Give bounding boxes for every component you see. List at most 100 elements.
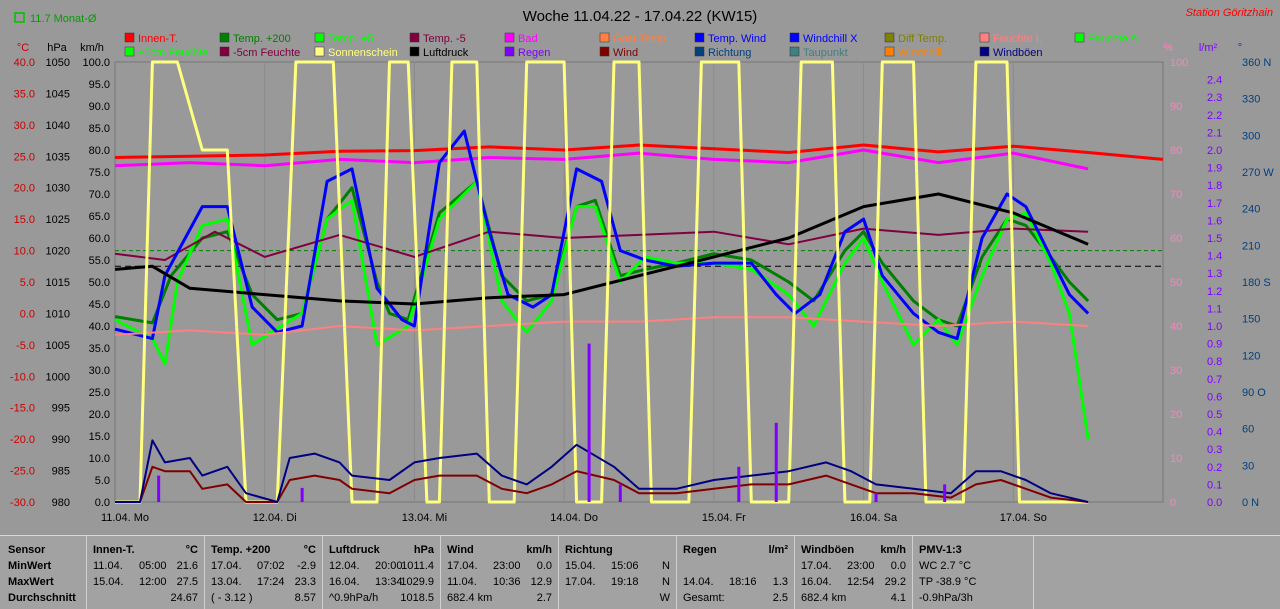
tick-label-direction: 90 O — [1242, 387, 1266, 399]
avg-value: 1018.5 — [400, 592, 434, 604]
tick-label-humidity: 90 — [1170, 101, 1182, 113]
x-tick-label: 11.04. Mo — [101, 512, 149, 524]
series-line — [114, 148, 1089, 171]
chart-title: Woche 11.04.22 - 17.04.22 (KW15) — [523, 8, 758, 25]
legend-swatch — [884, 46, 895, 57]
avg-value: 2.7 — [536, 592, 552, 604]
legend-label: Regen — [518, 47, 550, 59]
legend-label: Windböen — [993, 47, 1043, 59]
column-title: Windböen — [801, 544, 855, 556]
tick-label-direction: 360 N — [1242, 57, 1271, 69]
series-line — [114, 316, 1089, 336]
column-title: Regen — [683, 544, 717, 556]
max-time: 17:24 — [257, 576, 285, 588]
tick-label-direction: 30 — [1242, 460, 1254, 472]
tick-label-rain: 0.8 — [1207, 356, 1222, 368]
legend-label: Richtung — [708, 47, 751, 59]
legend-label: +5cm Feuchte — [138, 47, 208, 59]
series-line — [114, 192, 1089, 306]
legend-swatch — [219, 46, 230, 57]
column-title: Luftdruck — [329, 544, 380, 556]
tick-label-direction: 210 — [1242, 240, 1260, 252]
max-date: 11.04. — [447, 576, 477, 588]
tick-label-wind: 45.0 — [89, 299, 110, 311]
stats-column: Luftdruck hPa 12.04. 20:00 1011.4 16.04. 13:34… — [323, 536, 441, 609]
avg-note: 682.4 km — [801, 592, 847, 604]
row-label-avg: Durchschnitt — [8, 592, 76, 604]
max-date: 16.04. — [801, 576, 832, 588]
legend-label: Temp. Wind — [708, 33, 766, 45]
tick-label-rain: 2.1 — [1207, 127, 1222, 139]
series-line — [115, 439, 1089, 503]
tick-label-direction: 0 N — [1242, 497, 1259, 509]
legend-swatch — [124, 46, 135, 57]
tick-label-temp: 30.0 — [14, 120, 35, 132]
legend-label: Windchill — [898, 47, 942, 59]
series-bar — [618, 484, 622, 502]
tick-label-wind: 55.0 — [89, 255, 110, 267]
avg-value: 24.67 — [170, 592, 198, 604]
column-title: PMV-1:3 — [919, 544, 962, 556]
column-title: Innen-T. — [93, 544, 135, 556]
tick-label-temp: 0.0 — [20, 308, 35, 320]
month-avg-label: 11.7 Monat-Ø — [30, 13, 97, 25]
tick-label-wind: 75.0 — [89, 167, 110, 179]
max-date: 13.04. — [211, 576, 242, 588]
min-value: N — [662, 560, 670, 572]
series-bar — [737, 466, 741, 502]
unit-rain: l/m² — [1199, 42, 1218, 54]
legend-label: Gast Temp — [613, 33, 666, 45]
tick-label-rain: 1.9 — [1207, 163, 1222, 175]
legend-swatch — [694, 32, 705, 43]
tick-label-wind: 5.0 — [95, 475, 110, 487]
tick-label-humidity: 40 — [1170, 321, 1182, 333]
tick-label-pressure: 1040 — [46, 120, 70, 132]
tick-label-pressure: 1025 — [46, 214, 70, 226]
legend-label: Luftdruck — [423, 47, 469, 59]
max-time: 19:18 — [611, 576, 639, 588]
axis-unit-labels: °C hPa km/h% l/m² ° — [17, 42, 1242, 54]
legend-label: Sonnenschein — [328, 47, 398, 59]
min-time: 05:00 — [139, 560, 167, 572]
tick-label-wind: 60.0 — [89, 233, 110, 245]
min-value: -2.9 — [297, 560, 316, 572]
tick-label-humidity: 60 — [1170, 233, 1182, 245]
unit-wind: km/h — [80, 42, 104, 54]
column-title: Wind — [447, 544, 474, 556]
tick-label-direction: 330 — [1242, 94, 1260, 106]
tick-label-wind: 85.0 — [89, 123, 110, 135]
legend-label: Bad — [518, 33, 538, 45]
legend-swatch — [599, 46, 610, 57]
tick-label-rain: 2.2 — [1207, 110, 1222, 122]
series-line — [115, 465, 1089, 503]
max-value: 27.5 — [176, 576, 198, 588]
tick-label-pressure: 1000 — [46, 371, 70, 383]
column-unit: °C — [303, 544, 316, 556]
tick-label-humidity: 20 — [1170, 409, 1182, 421]
tick-label-rain: 0.6 — [1207, 391, 1222, 403]
x-tick-label: 16.04. Sa — [850, 512, 898, 524]
legend-label: Windchill X — [803, 33, 858, 45]
tick-label-rain: 0.3 — [1207, 444, 1222, 456]
legend-label: Taupunkt — [803, 47, 848, 59]
axes: 40.0 35.0 30.0 25.0 20.0 15.0 10.0 5.0 0.0 -5.0 -1… — [10, 57, 1274, 509]
x-tick-label: 14.04. Do — [550, 512, 598, 524]
tick-label-rain: 2.0 — [1207, 145, 1222, 157]
legend-swatch — [599, 32, 610, 43]
station-name: Station Göritzhain — [1186, 7, 1273, 19]
tick-label-direction: 240 — [1242, 204, 1260, 216]
stats-column: Richtung 15.04. 15:06 N 17.04. 19:18 N W — [559, 536, 677, 609]
tick-label-temp: -30.0 — [10, 497, 35, 509]
column-title: Temp. +200 — [211, 544, 271, 556]
tick-label-direction: 180 S — [1242, 277, 1271, 289]
min-value: 21.6 — [176, 560, 198, 572]
series-line — [114, 129, 1090, 341]
avg-note: 682.4 km — [447, 592, 493, 604]
avg-note: Gesamt: — [683, 592, 725, 604]
legend-label: Wind — [613, 47, 638, 59]
tick-label-direction: 300 — [1242, 130, 1260, 142]
tick-label-pressure: 1045 — [46, 88, 70, 100]
tick-label-humidity: 10 — [1170, 453, 1182, 465]
x-tick-label: 12.04. Di — [253, 512, 297, 524]
series-bar — [774, 422, 778, 502]
